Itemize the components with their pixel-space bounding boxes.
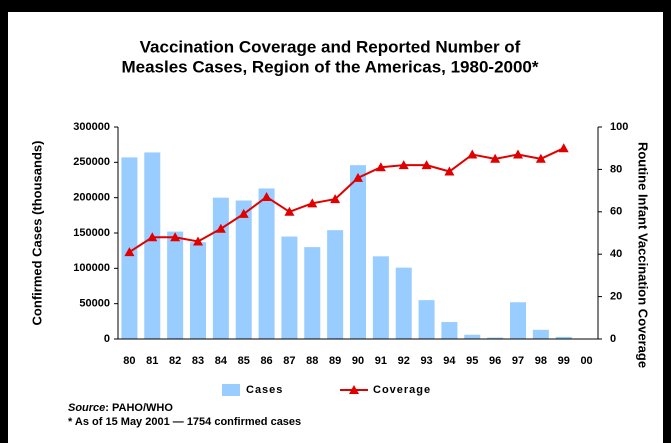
x-tick-label: 88 xyxy=(306,355,318,367)
y-axis-label: Confirmed Cases (thousands) xyxy=(29,141,44,326)
y2-tick-label: 80 xyxy=(610,163,622,175)
x-tick-label: 99 xyxy=(558,355,570,367)
x-tick-label: 94 xyxy=(443,355,456,367)
marker xyxy=(490,153,501,163)
x-tick-label: 82 xyxy=(169,355,181,367)
marker xyxy=(353,172,363,182)
x-tick-label: 95 xyxy=(466,355,478,367)
bar xyxy=(418,300,435,339)
line xyxy=(128,147,565,253)
x-tick-label: 90 xyxy=(352,355,364,367)
footnote: * As of 15 May 2001 — 1754 confirmed cas… xyxy=(68,416,301,428)
x-tick-label: 85 xyxy=(238,355,250,367)
x-tick-label: 86 xyxy=(260,355,272,367)
bar xyxy=(372,256,389,339)
marker xyxy=(261,191,272,201)
marker xyxy=(193,236,203,246)
legend-label: Cases xyxy=(246,384,283,396)
marker xyxy=(238,208,249,218)
x-tick-label: 93 xyxy=(420,355,432,367)
marker xyxy=(444,166,455,176)
y-tick-label: 300000 xyxy=(73,121,110,133)
marker xyxy=(421,160,432,170)
bar xyxy=(327,230,344,339)
marker xyxy=(467,149,478,159)
x-tick-label: 96 xyxy=(489,355,501,367)
chart-title: Vaccination Coverage and Reported Number… xyxy=(140,37,521,56)
bar xyxy=(395,267,412,339)
marker xyxy=(375,162,386,172)
bar xyxy=(258,188,275,339)
source: Source: PAHO/WHO xyxy=(68,402,173,414)
x-tick-label: 97 xyxy=(512,355,524,367)
x-tick-label: 84 xyxy=(215,355,228,367)
x-tick-label: 81 xyxy=(146,355,158,367)
x-tick-label: 98 xyxy=(535,355,547,367)
x-tick-label: 83 xyxy=(192,355,204,367)
marker xyxy=(558,143,569,153)
bar xyxy=(212,197,229,339)
marker xyxy=(330,194,341,204)
bar xyxy=(350,165,366,339)
marker xyxy=(215,223,226,233)
bar xyxy=(144,152,161,339)
y2-tick-label: 40 xyxy=(610,248,622,260)
marker xyxy=(170,232,181,242)
bar xyxy=(487,337,504,339)
marker xyxy=(124,247,135,257)
y-tick-label: 50000 xyxy=(79,298,110,310)
x-tick-label: 91 xyxy=(375,355,387,367)
legend-marker xyxy=(349,385,359,394)
y2-tick-label: 0 xyxy=(610,333,616,345)
x-tick-label: 92 xyxy=(398,355,410,367)
background xyxy=(8,12,663,443)
bar xyxy=(304,247,321,339)
y-tick-label: 200000 xyxy=(73,192,110,204)
y-tick-label: 250000 xyxy=(73,156,110,168)
y-tick-label: 100000 xyxy=(73,262,110,274)
chart-title: Measles Cases, Region of the Americas, 1… xyxy=(121,57,538,76)
marker xyxy=(284,206,295,216)
y2-tick-label: 60 xyxy=(610,206,622,218)
bar xyxy=(190,242,206,339)
y2-tick-label: 100 xyxy=(610,121,628,133)
marker xyxy=(398,160,409,170)
marker xyxy=(535,153,546,163)
legend-swatch xyxy=(222,384,240,396)
marker xyxy=(307,198,318,208)
source-label: Source xyxy=(68,402,105,414)
x-tick-label: 89 xyxy=(329,355,341,367)
x-tick-label: 00 xyxy=(580,355,592,367)
bar xyxy=(464,334,481,339)
marker xyxy=(147,232,158,242)
bar xyxy=(532,329,549,339)
x-tick-label: 80 xyxy=(123,355,135,367)
bar xyxy=(235,200,252,339)
y-tick-label: 150000 xyxy=(73,227,110,239)
y2-tick-label: 20 xyxy=(610,291,622,303)
bar xyxy=(441,322,458,339)
bar xyxy=(555,336,572,339)
marker xyxy=(513,149,523,159)
x-tick-label: 87 xyxy=(283,355,295,367)
bar xyxy=(510,302,526,339)
y-tick-label: 0 xyxy=(104,333,110,345)
bar xyxy=(281,236,298,339)
legend-label: Coverage xyxy=(373,384,431,396)
bar xyxy=(167,231,184,339)
source-text: : PAHO/WHO xyxy=(105,402,173,414)
y2-axis-label: Routine Infant Vaccination Coverage xyxy=(636,142,651,368)
